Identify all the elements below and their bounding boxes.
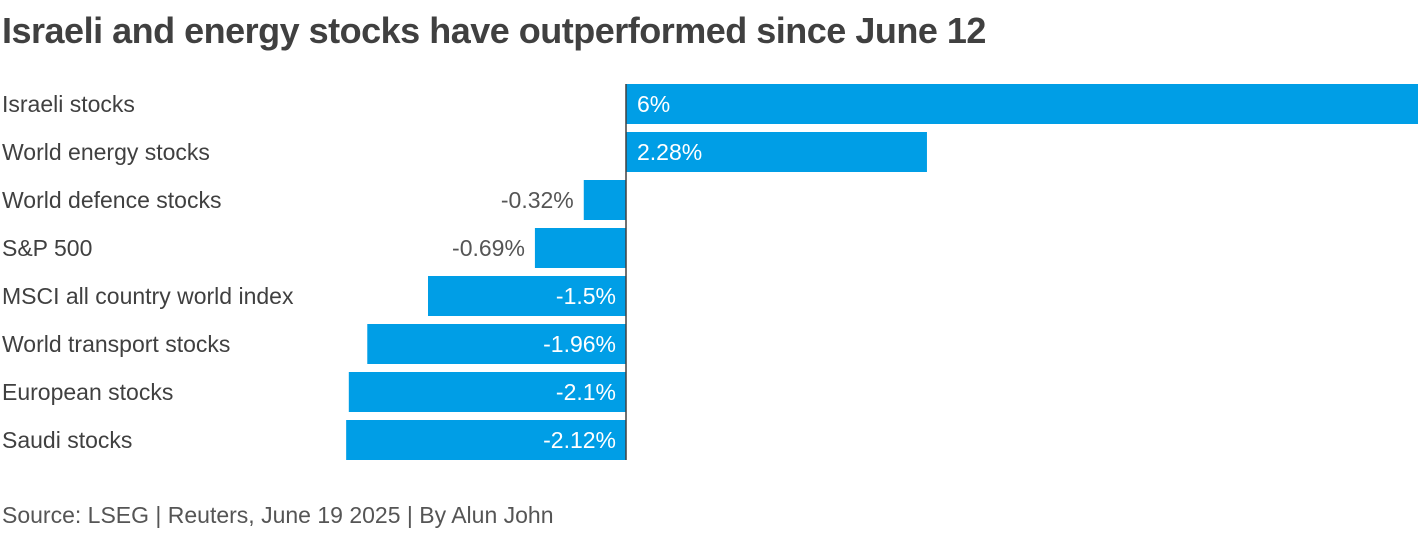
bar xyxy=(583,180,626,220)
bar xyxy=(534,228,626,268)
bar xyxy=(348,372,626,412)
bar xyxy=(346,420,626,460)
source-note: Source: LSEG | Reuters, June 19 2025 | B… xyxy=(2,502,554,528)
value-label: -2.1% xyxy=(556,379,616,405)
category-label: European stocks xyxy=(2,379,173,405)
value-label: -0.69% xyxy=(452,235,525,261)
category-label: MSCI all country world index xyxy=(2,283,294,309)
value-label: -1.96% xyxy=(543,331,616,357)
category-label: World energy stocks xyxy=(2,139,210,165)
value-label: 6% xyxy=(637,91,670,117)
bar xyxy=(626,132,927,172)
chart-title: Israeli and energy stocks have outperfor… xyxy=(2,10,986,51)
category-label: Israeli stocks xyxy=(2,91,135,117)
value-label: -1.5% xyxy=(556,283,616,309)
category-label: S&P 500 xyxy=(2,235,92,261)
category-label: World defence stocks xyxy=(2,187,221,213)
value-label: -2.12% xyxy=(543,427,616,453)
bar xyxy=(428,276,626,316)
category-label: Saudi stocks xyxy=(2,427,132,453)
category-label: World transport stocks xyxy=(2,331,230,357)
value-label: -0.32% xyxy=(501,187,574,213)
bar xyxy=(367,324,626,364)
value-label: 2.28% xyxy=(637,139,702,165)
bar xyxy=(626,84,1418,124)
